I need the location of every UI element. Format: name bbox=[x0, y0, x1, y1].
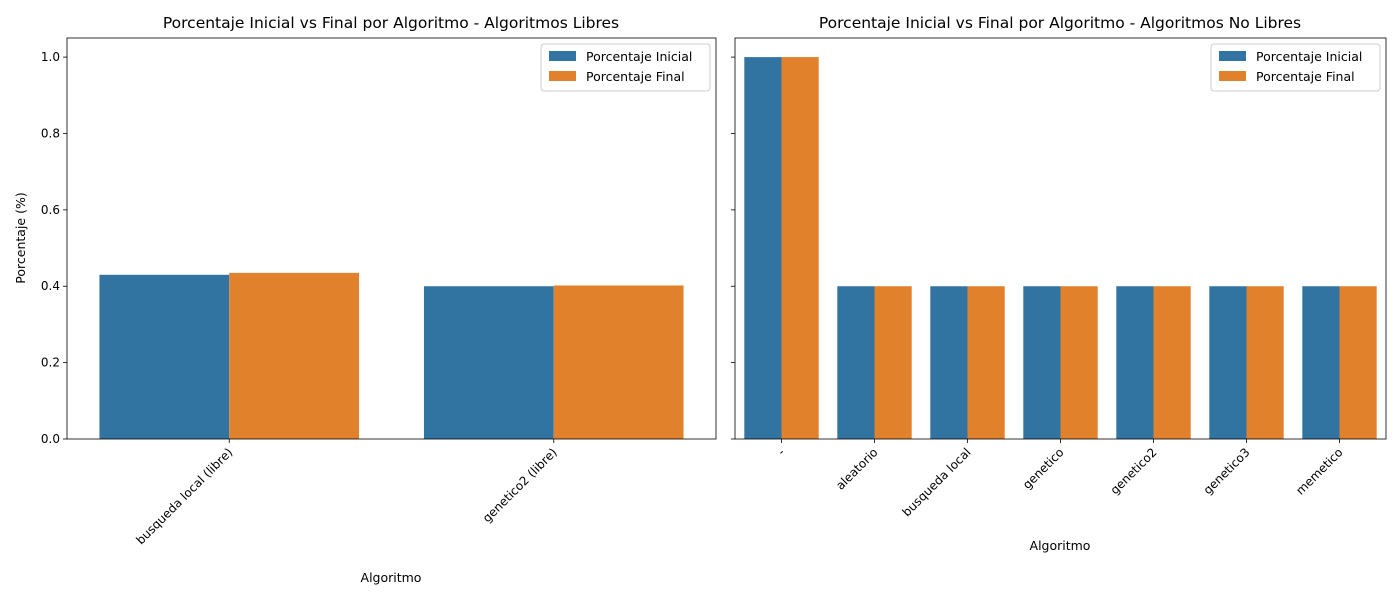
x-tick-label: busqueda local (libre) bbox=[133, 445, 235, 547]
bar-inicial bbox=[930, 286, 968, 439]
bar-inicial bbox=[423, 286, 554, 439]
plot-frame bbox=[66, 37, 717, 440]
bar-final bbox=[874, 286, 912, 439]
legend-swatch bbox=[549, 51, 576, 61]
bar-inicial bbox=[99, 274, 230, 439]
x-tick-label: aleatorio bbox=[833, 445, 880, 492]
x-tick-label: busqueda local bbox=[899, 445, 973, 519]
y-tick-label: 0.2 bbox=[41, 356, 60, 370]
y-ticks: 0.0 0.2 0.4 0.6 0.8 1.0 bbox=[41, 50, 67, 446]
chart-title: Porcentaje Inicial vs Final por Algoritm… bbox=[819, 14, 1301, 32]
bar-final bbox=[781, 57, 819, 439]
legend: Porcentaje Inicial Porcentaje Final bbox=[540, 43, 711, 92]
x-tick-label: genetico2 bbox=[1108, 445, 1160, 497]
chart-left: Porcentaje Inicial vs Final por Algoritm… bbox=[13, 14, 717, 585]
bar-final bbox=[1153, 286, 1191, 439]
legend-label: Porcentaje Final bbox=[1256, 69, 1355, 84]
bar-inicial bbox=[744, 57, 782, 439]
legend: Porcentaje Inicial Porcentaje Final bbox=[1210, 43, 1381, 92]
y-ticks bbox=[731, 56, 735, 440]
bar-final bbox=[1339, 286, 1377, 439]
legend-box bbox=[1210, 43, 1381, 92]
bar-inicial bbox=[1023, 286, 1061, 439]
legend-label: Porcentaje Inicial bbox=[1256, 49, 1362, 64]
legend-swatch bbox=[1219, 51, 1246, 61]
bar-final bbox=[229, 272, 360, 439]
bar-final bbox=[1246, 286, 1284, 439]
x-tick-label: memetico bbox=[1293, 445, 1345, 497]
y-axis-label: Porcentaje (%) bbox=[13, 192, 28, 283]
bar-final bbox=[967, 286, 1005, 439]
bars bbox=[99, 272, 684, 439]
legend-swatch bbox=[549, 71, 576, 81]
legend-label: Porcentaje Inicial bbox=[586, 49, 692, 64]
chart-right: Porcentaje Inicial vs Final por Algoritm… bbox=[731, 14, 1387, 553]
legend-box bbox=[540, 43, 711, 92]
y-tick-label: 0.8 bbox=[41, 126, 60, 140]
y-tick-label: 0.4 bbox=[41, 279, 60, 293]
bar-final bbox=[1060, 286, 1098, 439]
bar-final bbox=[553, 285, 684, 439]
bar-inicial bbox=[1209, 286, 1247, 439]
legend-label: Porcentaje Final bbox=[586, 69, 685, 84]
x-axis-label: Algoritmo bbox=[361, 570, 422, 585]
y-tick-label: 0.0 bbox=[41, 432, 60, 446]
x-axis-label: Algoritmo bbox=[1030, 538, 1091, 553]
bar-inicial bbox=[1116, 286, 1154, 439]
x-ticks: - aleatorio busqueda local genetico genetico… bbox=[775, 439, 1346, 519]
bar-inicial bbox=[837, 286, 875, 439]
x-tick-label: - bbox=[775, 445, 788, 458]
x-tick-label: genetico2 (libre) bbox=[480, 445, 560, 525]
x-tick-label: genetico bbox=[1020, 445, 1067, 492]
plot-frame bbox=[734, 37, 1387, 440]
chart-title: Porcentaje Inicial vs Final por Algoritm… bbox=[163, 14, 619, 32]
bars bbox=[744, 57, 1377, 439]
x-tick-label: genetico3 bbox=[1201, 445, 1253, 497]
y-tick-label: 1.0 bbox=[41, 50, 60, 64]
y-tick-label: 0.6 bbox=[41, 203, 60, 217]
x-ticks: busqueda local (libre) genetico2 (libre) bbox=[133, 439, 560, 547]
bar-inicial bbox=[1302, 286, 1340, 439]
legend-swatch bbox=[1219, 71, 1246, 81]
